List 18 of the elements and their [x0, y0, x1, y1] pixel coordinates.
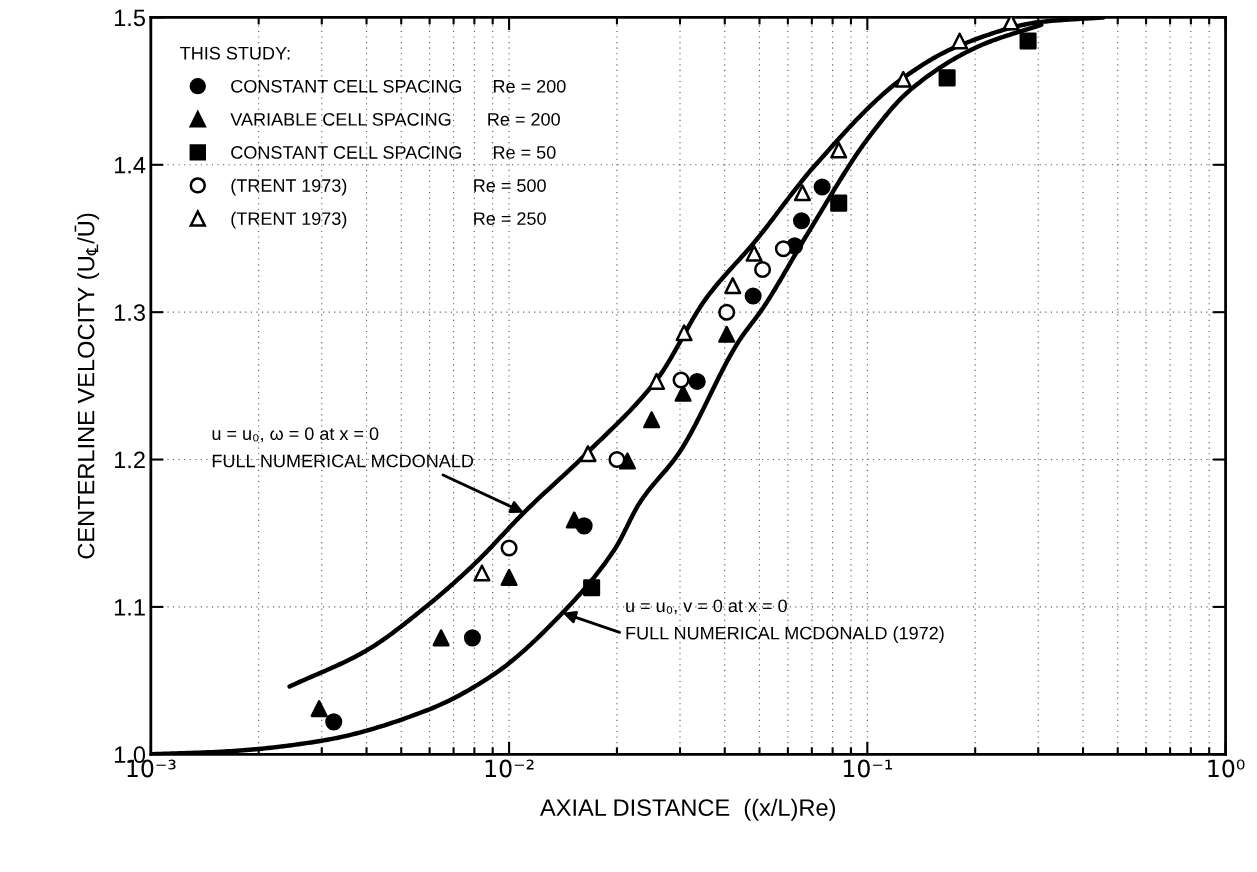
y-tick-label: 1.3 — [114, 304, 145, 321]
legend-label: (TRENT 1973) Re = 250 — [231, 211, 546, 229]
y-tick-label: 1.2 — [114, 451, 145, 469]
annotation: u = u₀, ω = 0 at x = 0 FULL NUMERICAL MCDONALD — [212, 427, 474, 468]
legend-label: VARIABLE CELL SPACING Re = 200 — [230, 112, 560, 126]
legend-label: CONSTANT CELL SPACING Re = 50 — [231, 146, 556, 159]
y-tick-label: 1.1 — [114, 599, 145, 616]
x-tick-label: 10⁰ — [1208, 759, 1245, 778]
x-tick-label: 10⁻¹ — [843, 759, 893, 778]
legend-title: THIS STUDY: — [180, 46, 290, 60]
x-axis-title: AXIAL DISTANCE ((x/L)Re) — [540, 798, 835, 821]
legend-label: CONSTANT CELL SPACING Re = 200 — [231, 79, 566, 93]
y-tick-label: 1.5 — [114, 9, 145, 27]
y-tick-label: 1.4 — [114, 157, 146, 174]
y-axis-title: CENTERLINE VELOCITY (U$_{℄}$/Ū) — [74, 213, 100, 559]
legend-label: (TRENT 1973) Re = 500 — [231, 178, 546, 196]
x-tick-label: 10⁻² — [485, 759, 534, 778]
annotation: u = u₀, v = 0 at x = 0 FULL NUMERICAL MCDONALD (1972) — [626, 599, 944, 644]
